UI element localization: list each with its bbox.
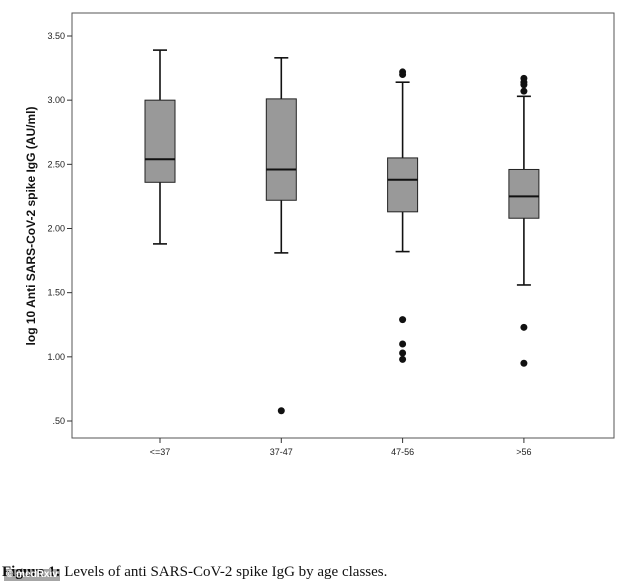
outlier-point — [399, 316, 407, 324]
y-tick-label: 1.00 — [47, 352, 65, 362]
y-tick-label: .50 — [52, 416, 65, 426]
outlier-point — [520, 359, 528, 367]
outlier-point — [277, 407, 285, 415]
iqr-box — [508, 168, 540, 219]
y-tick-label: 2.00 — [47, 224, 65, 234]
outlier-point — [520, 323, 528, 331]
y-tick-label: 3.00 — [47, 95, 65, 105]
y-axis-ticks: .50 1.00 1.50 2.00 2.50 3.00 3.50 — [47, 31, 72, 426]
y-axis-title: log 10 Anti SARS-CoV-2 spike IgG (AU/ml) — [24, 107, 38, 346]
figure-caption: Figure 1: Levels of anti SARS-CoV-2 spik… — [2, 564, 387, 581]
iqr-box — [144, 99, 176, 183]
x-axis-ticks: <=37 37-47 47-56 >56 — [150, 438, 532, 457]
medrxiv-watermark: © medRxiv — [4, 569, 60, 581]
outlier-point — [520, 87, 528, 95]
box-group-3 — [387, 68, 419, 363]
outlier-point — [399, 355, 407, 363]
caption-prefix: Figure 1: — [2, 564, 61, 580]
box-group-1 — [144, 49, 176, 245]
box-group-2 — [265, 57, 297, 415]
x-tick-label: 37-47 — [270, 447, 293, 457]
x-tick-label: >56 — [516, 447, 531, 457]
box-series — [144, 49, 540, 415]
x-tick-label: 47-56 — [391, 447, 414, 457]
plot-frame — [71, 12, 615, 439]
outlier-point — [520, 81, 528, 89]
box-group-4 — [508, 74, 540, 367]
outlier-point — [399, 349, 407, 357]
y-tick-label: 2.50 — [47, 159, 65, 169]
iqr-box — [387, 157, 419, 213]
caption-text: Levels of anti SARS-CoV-2 spike IgG by a… — [60, 564, 388, 580]
y-tick-label: 3.50 — [47, 31, 65, 41]
iqr-box — [265, 98, 297, 201]
outlier-point — [399, 340, 407, 348]
y-tick-label: 1.50 — [47, 288, 65, 298]
x-tick-label: <=37 — [150, 447, 171, 457]
outlier-point — [399, 71, 407, 78]
